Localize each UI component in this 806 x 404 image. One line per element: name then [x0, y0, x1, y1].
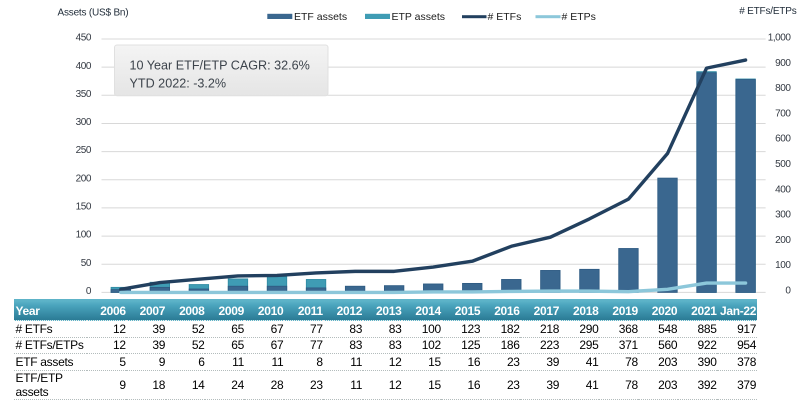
svg-text:200: 200: [775, 235, 791, 246]
svg-text:200: 200: [76, 173, 92, 184]
svg-text:250: 250: [76, 145, 92, 156]
svg-text:Assets (US$ Bn): Assets (US$ Bn): [58, 7, 129, 18]
svg-text:450: 450: [76, 33, 92, 44]
svg-text:300: 300: [775, 210, 791, 221]
svg-text:ETF assets: ETF assets: [294, 11, 347, 23]
svg-text:900: 900: [775, 58, 791, 69]
svg-text:1,000: 1,000: [768, 33, 792, 44]
svg-text:150: 150: [76, 202, 92, 213]
svg-text:100: 100: [775, 260, 791, 271]
svg-text:YTD 2022: -3.2%: YTD 2022: -3.2%: [130, 76, 227, 90]
svg-text:500: 500: [775, 159, 791, 170]
svg-text:300: 300: [76, 117, 92, 128]
svg-text:400: 400: [775, 184, 791, 195]
svg-text:100: 100: [76, 230, 92, 241]
svg-text:400: 400: [76, 61, 92, 72]
svg-text:10 Year ETF/ETP CAGR: 32.6%: 10 Year ETF/ETP CAGR: 32.6%: [130, 59, 310, 73]
svg-text:700: 700: [775, 108, 791, 119]
svg-text:0: 0: [86, 286, 92, 297]
svg-text:350: 350: [76, 89, 92, 100]
svg-text:0: 0: [785, 285, 791, 296]
svg-text:ETP assets: ETP assets: [392, 11, 446, 23]
svg-text:600: 600: [775, 134, 791, 145]
svg-text:# ETFs: # ETFs: [488, 11, 522, 23]
svg-text:50: 50: [81, 258, 92, 269]
svg-text:800: 800: [775, 83, 791, 94]
svg-text:# ETFs/ETPs: # ETFs/ETPs: [739, 6, 796, 17]
svg-text:# ETPs: # ETPs: [562, 11, 596, 23]
